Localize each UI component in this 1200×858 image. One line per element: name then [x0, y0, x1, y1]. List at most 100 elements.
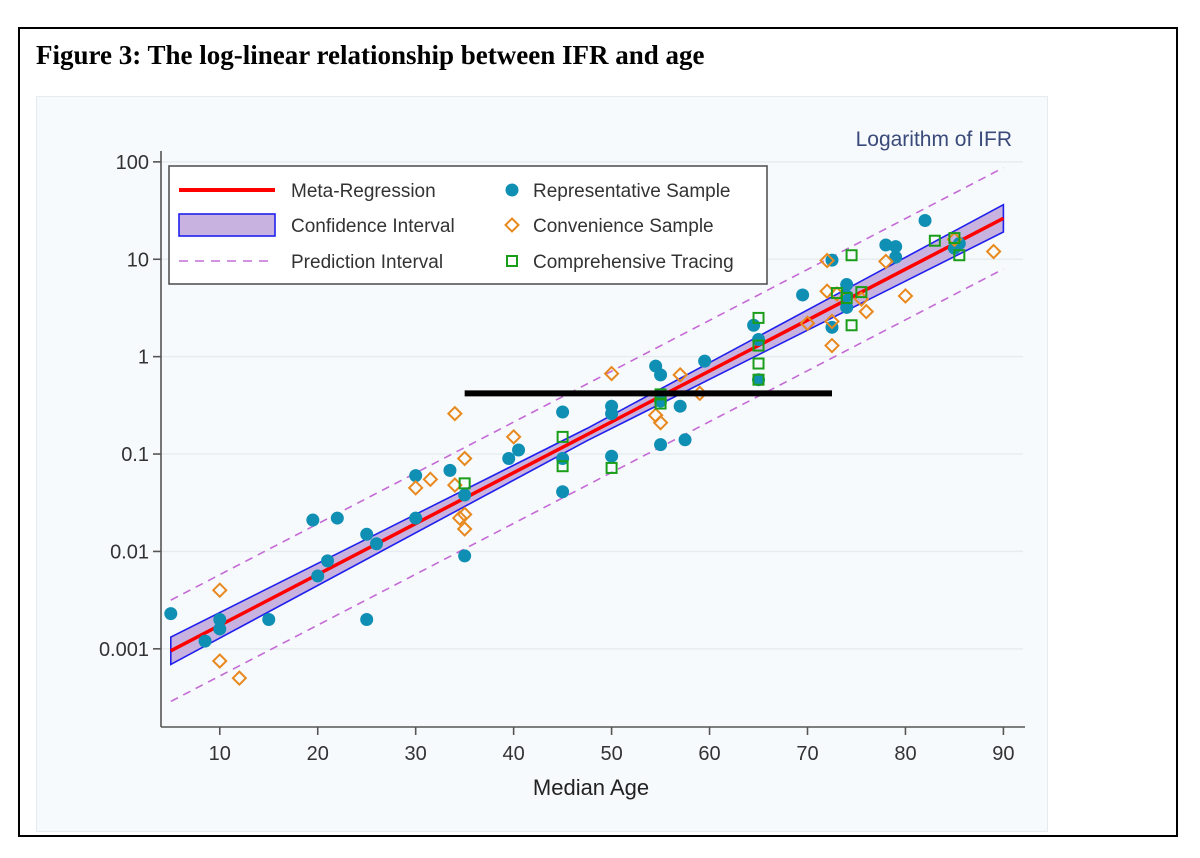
meta-regression-line	[169, 216, 1005, 653]
comprehensive-point	[605, 461, 618, 474]
x-tick-label: 10	[209, 743, 231, 765]
y-tick-label: 0.1	[121, 444, 149, 466]
convenience-point	[505, 428, 522, 445]
representative-point	[321, 554, 335, 568]
convenience-point	[603, 365, 620, 382]
convenience-point	[652, 414, 669, 431]
representative-point	[698, 354, 712, 368]
representative-point	[752, 333, 766, 347]
data-points	[164, 214, 1002, 687]
convenience-point	[456, 506, 473, 523]
convenience-point	[446, 405, 463, 422]
legend-label-conv: Convenience Sample	[533, 216, 714, 237]
x-tick-label: 20	[307, 743, 329, 765]
representative-point	[556, 405, 570, 419]
representative-point	[512, 443, 526, 457]
legend-swatch-confidence-interval	[178, 213, 276, 237]
x-tick-label: 60	[698, 743, 720, 765]
comprehensive-point	[752, 311, 765, 324]
convenience-point	[799, 315, 816, 332]
representative-point	[840, 300, 854, 314]
legend: Meta-Regression Confidence Interval Predic…	[168, 165, 768, 285]
convenience-point	[231, 670, 248, 687]
comprehensive-point	[556, 430, 569, 443]
representative-point	[752, 373, 766, 387]
legend-label-meta: Meta-Regression	[291, 181, 436, 202]
comprehensive-point	[953, 249, 966, 262]
comprehensive-point	[948, 232, 961, 245]
representative-point	[605, 449, 619, 463]
convenience-point	[456, 521, 473, 537]
convenience-point	[211, 582, 228, 599]
convenience-point	[456, 450, 473, 467]
y-tick-label: 1	[138, 347, 149, 369]
representative-point	[164, 607, 178, 621]
convenience-point	[824, 337, 840, 354]
representative-point	[409, 511, 423, 525]
x-axis-label: Median Age	[533, 775, 649, 800]
prediction-interval-upper	[170, 167, 1004, 601]
convenience-point	[824, 313, 840, 330]
legend-label-ci: Confidence Interval	[291, 216, 455, 237]
convenience-point	[897, 288, 914, 304]
comprehensive-point	[752, 357, 765, 370]
ifr-age-chart: 0.001 0.01 0.1 1 10 100 10 20 30 40 50 60 70 80 90 Met…	[99, 128, 1025, 800]
y-tick-label: 10	[127, 249, 149, 271]
representative-point	[360, 527, 374, 541]
representative-point	[443, 463, 457, 477]
comprehensive-point	[458, 477, 471, 490]
x-tick-label: 30	[405, 743, 427, 765]
convenience-point	[877, 253, 894, 270]
representative-point	[918, 214, 932, 228]
representative-point	[330, 511, 344, 525]
legend-swatch-comprehensive-tracing	[506, 255, 518, 267]
representative-point	[654, 368, 668, 382]
representative-point	[605, 407, 619, 421]
x-tick-label: 70	[796, 743, 818, 765]
y-tick-label: 0.001	[99, 639, 149, 661]
comprehensive-point	[845, 249, 858, 262]
plot-panel: 0.001 0.01 0.1 1 10 100 10 20 30 40 50 60 70 80 90 Met…	[36, 96, 1048, 832]
representative-point	[213, 613, 227, 627]
legend-label-comp: Comprehensive Tracing	[533, 252, 734, 273]
representative-point	[311, 569, 325, 583]
representative-point	[556, 485, 570, 499]
representative-point	[678, 433, 692, 447]
convenience-point	[451, 510, 468, 526]
representative-point	[360, 613, 374, 627]
figure-title: Figure 3: The log-linear relationship be…	[36, 40, 705, 70]
chart-title: Logarithm of IFR	[856, 128, 1012, 151]
x-tick-label: 90	[992, 743, 1014, 765]
representative-point	[840, 278, 854, 292]
legend-swatch-convenience-sample	[504, 217, 520, 233]
representative-point	[213, 622, 227, 636]
comprehensive-point	[845, 319, 858, 332]
representative-point	[673, 399, 687, 413]
legend-swatch-representative-sample	[505, 183, 519, 197]
representative-point	[889, 240, 903, 254]
representative-point	[306, 513, 320, 527]
convenience-point	[407, 479, 424, 496]
representative-point	[409, 469, 423, 483]
x-tick-label: 40	[503, 743, 525, 765]
convenience-point	[819, 252, 836, 269]
comprehensive-point	[928, 234, 941, 247]
representative-point	[654, 438, 668, 452]
representative-point	[262, 613, 276, 627]
representative-point	[370, 537, 383, 551]
convenience-point	[858, 303, 875, 320]
convenience-point	[672, 366, 689, 383]
representative-point	[458, 549, 472, 563]
convenience-point	[985, 243, 1002, 260]
comprehensive-point	[752, 373, 765, 386]
legend-label-rep: Representative Sample	[533, 181, 731, 202]
representative-point	[458, 488, 472, 502]
prediction-interval-lower	[170, 268, 1004, 703]
comprehensive-point	[556, 460, 569, 473]
comprehensive-point	[840, 292, 853, 305]
x-tick-label: 50	[600, 743, 622, 765]
convenience-point	[422, 471, 439, 488]
representative-point	[198, 634, 212, 648]
y-tick-label: 0.01	[110, 541, 149, 563]
representative-point	[879, 238, 893, 252]
